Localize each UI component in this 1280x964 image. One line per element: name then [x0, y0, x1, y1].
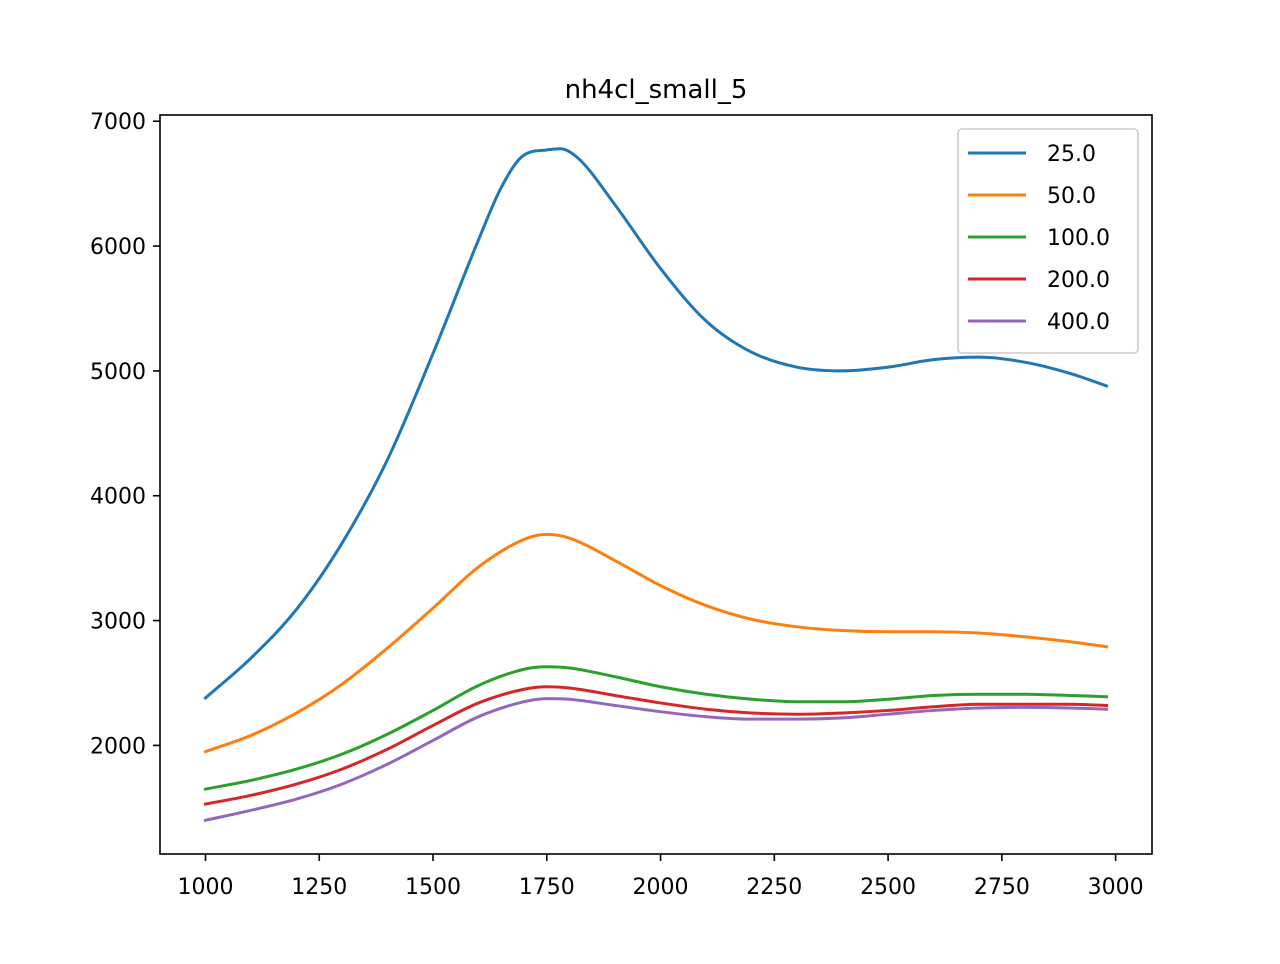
axes-frame [159, 114, 1153, 855]
y-tick-label: 7000 [90, 110, 146, 135]
y-tick-label: 5000 [90, 360, 146, 385]
legend-box [957, 128, 1139, 354]
x-tick-label: 2000 [633, 875, 689, 900]
legend-label: 400.0 [1047, 310, 1110, 335]
x-tick-label: 1750 [519, 875, 575, 900]
y-axis: 2000 3000 4000 5000 6000 7000 [90, 110, 160, 759]
x-tick-label: 1000 [178, 875, 234, 900]
legend-label: 100.0 [1047, 226, 1110, 251]
chart-title: nh4cl_small_5 [565, 75, 748, 105]
x-tick-label: 3000 [1088, 875, 1144, 900]
series-line-100.0 [203, 665, 1109, 791]
series-line-200.0 [203, 685, 1109, 806]
x-tick-label: 2500 [860, 875, 916, 900]
y-tick-label: 6000 [90, 235, 146, 260]
series-line-400.0 [203, 697, 1109, 823]
x-tick-label: 2250 [746, 875, 802, 900]
x-tick-label: 1500 [405, 875, 461, 900]
legend-label: 50.0 [1047, 184, 1096, 209]
legend: 25.0 50.0 100.0 200.0 400.0 [957, 128, 1139, 354]
x-axis: 1000 1250 1500 1750 2000 2250 2500 2750 3000 [178, 854, 1144, 900]
y-tick-label: 4000 [90, 485, 146, 510]
x-tick-label: 2750 [974, 875, 1030, 900]
legend-label: 25.0 [1047, 142, 1096, 167]
legend-label: 200.0 [1047, 268, 1110, 293]
series-layer [203, 147, 1109, 823]
y-tick-label: 2000 [90, 734, 146, 759]
x-tick-label: 1250 [291, 875, 347, 900]
series-line-25.0 [203, 147, 1109, 701]
series-line-50.0 [203, 532, 1109, 754]
y-tick-label: 3000 [90, 610, 146, 635]
